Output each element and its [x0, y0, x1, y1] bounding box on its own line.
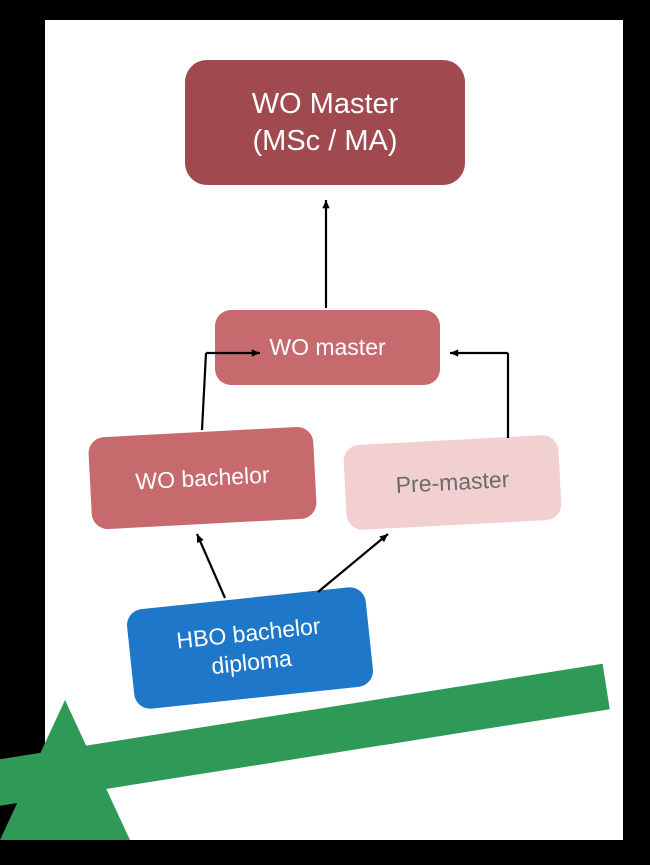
node-label: WO Master(MSc / MA): [252, 86, 399, 159]
node-label: Pre-master: [395, 465, 510, 500]
node-wo-master: WO master: [215, 310, 440, 385]
node-label: WO master: [269, 333, 385, 362]
node-pre-master: Pre-master: [343, 434, 562, 530]
diagram-stage: WO Master(MSc / MA) WO master WO bachelo…: [0, 0, 650, 865]
node-label: WO bachelor: [135, 460, 271, 496]
node-wo-bachelor: WO bachelor: [88, 426, 318, 530]
node-wo-master-degree: WO Master(MSc / MA): [185, 60, 465, 185]
node-label: HBO bachelordiploma: [175, 612, 325, 684]
